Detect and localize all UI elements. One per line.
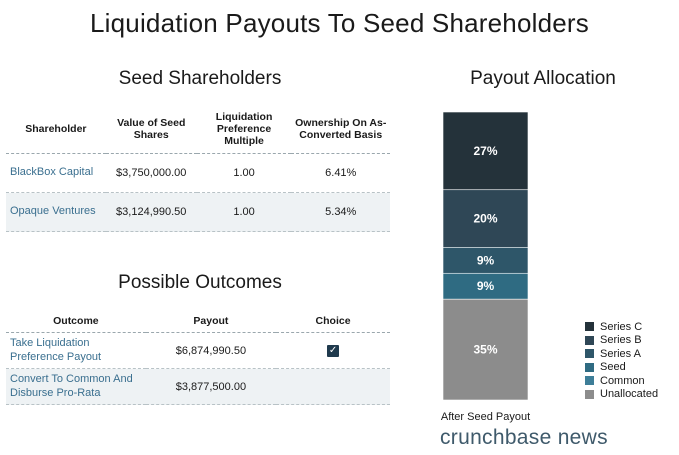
outcome-label: Take Liquidation Preference Payout: [6, 332, 146, 369]
checkbox-checked-icon[interactable]: ✓: [327, 345, 340, 357]
table-row: Convert To Common And Disburse Pro-Rata …: [6, 368, 390, 405]
table-row: Take Liquidation Preference Payout $6,87…: [6, 332, 390, 369]
shareholder-name: Opaque Ventures: [6, 192, 106, 232]
shareholder-name: BlackBox Capital: [6, 153, 106, 193]
ownership: 5.34%: [291, 192, 390, 232]
bar-segment-seed: [442, 272, 529, 300]
data-label-seed: 9%: [477, 279, 495, 293]
table-row: Opaque Ventures $3,124,990.50 1.00 5.34%: [6, 192, 390, 232]
legend-item: Common: [585, 374, 658, 388]
preference-multiple: 1.00: [196, 153, 292, 193]
ownership: 6.41%: [291, 153, 390, 193]
possible-outcomes-table: Outcome Payout Choice Take Liquidation P…: [6, 310, 390, 405]
preference-multiple: 1.00: [196, 192, 292, 232]
share-value: $3,124,990.50: [105, 192, 197, 232]
table-row: BlackBox Capital $3,750,000.00 1.00 6.41…: [6, 153, 390, 193]
legend-swatch: [585, 349, 594, 359]
category-label: After Seed Payout: [441, 411, 530, 423]
legend-item: Series B: [585, 334, 658, 348]
legend-swatch: [585, 389, 594, 399]
legend-item: Series C: [585, 320, 658, 334]
page-title: Liquidation Payouts To Seed Shareholders: [90, 8, 589, 38]
payout-value: $3,877,500.00: [145, 368, 277, 405]
bar-segment-series-b: [442, 189, 529, 248]
legend-item: Series A: [585, 347, 658, 361]
outcome-label: Convert To Common And Disburse Pro-Rata: [6, 368, 146, 405]
header-ownership: Ownership On As-Converted Basis: [291, 105, 390, 154]
payout-allocation-chart: 27% 20% 9% 9% 35% After Seed Payout: [441, 111, 530, 423]
share-value: $3,750,000.00: [105, 153, 197, 193]
header-multiple: Liquidation Preference Multiple: [196, 105, 292, 154]
legend-label: Unallocated: [600, 388, 659, 401]
header-choice: Choice: [276, 310, 390, 333]
legend-swatch: [585, 376, 594, 386]
legend-label: Series B: [600, 334, 642, 347]
chart-title: Payout Allocation: [470, 68, 616, 89]
bar-segment-series-c: [442, 111, 529, 191]
data-label-unallocated: 35%: [473, 343, 497, 357]
legend-label: Seed: [600, 361, 626, 374]
payout-value: $6,874,990.50: [145, 332, 277, 369]
crunchbase-news-logo: crunchbase news: [440, 426, 608, 449]
bar-segment-unallocated: [442, 298, 529, 401]
header-payout: Payout: [145, 310, 277, 333]
data-label-series-b: 20%: [473, 212, 497, 226]
bar-segment-series-a: [442, 247, 529, 274]
seed-shareholders-table: Shareholder Value of Seed Shares Liquida…: [6, 105, 390, 232]
chart-legend: Series C Series B Series A Seed Common Unallo…: [585, 320, 658, 401]
choice-cell: ✓: [276, 332, 390, 369]
data-label-series-a: 9%: [477, 253, 495, 267]
header-outcome: Outcome: [6, 310, 146, 333]
legend-swatch: [585, 335, 594, 345]
seed-shareholders-title: Seed Shareholders: [118, 68, 282, 89]
legend-label: Common: [600, 374, 645, 387]
legend-swatch: [585, 362, 594, 372]
legend-label: Series A: [600, 347, 641, 360]
header-shareholder: Shareholder: [6, 105, 106, 154]
legend-item: Unallocated: [585, 388, 658, 402]
legend-swatch: [585, 322, 594, 332]
data-label-series-c: 27%: [473, 144, 497, 158]
legend-label: Series C: [600, 320, 643, 333]
header-value: Value of Seed Shares: [105, 105, 197, 154]
choice-cell: [276, 368, 390, 405]
legend-item: Seed: [585, 361, 658, 375]
possible-outcomes-title: Possible Outcomes: [118, 272, 282, 293]
